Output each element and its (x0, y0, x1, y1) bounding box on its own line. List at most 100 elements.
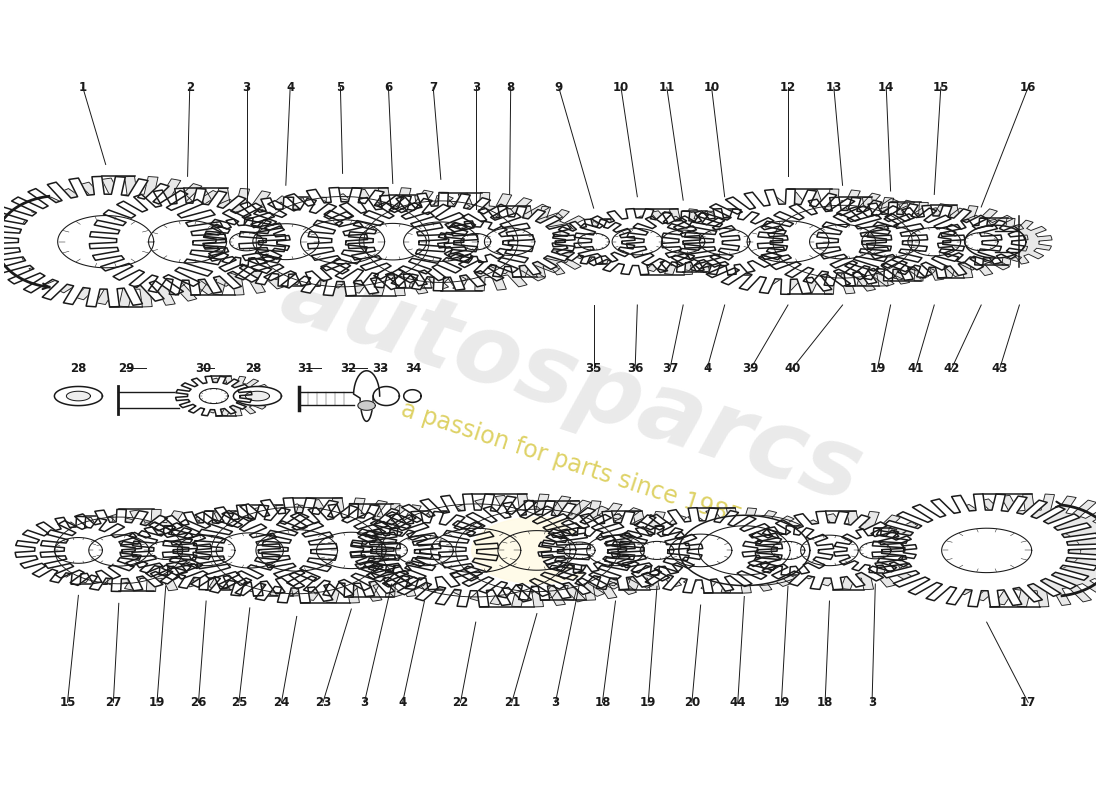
Polygon shape (343, 195, 513, 288)
Text: 24: 24 (273, 696, 289, 709)
Polygon shape (849, 528, 932, 573)
Text: 19: 19 (148, 696, 165, 709)
Polygon shape (444, 206, 575, 278)
Polygon shape (196, 376, 272, 416)
Text: 19: 19 (640, 696, 657, 709)
Polygon shape (742, 526, 834, 575)
Text: 4: 4 (703, 362, 712, 375)
Polygon shape (965, 226, 1026, 258)
Polygon shape (66, 391, 90, 401)
Polygon shape (705, 209, 832, 274)
Polygon shape (204, 218, 290, 266)
Text: 41: 41 (908, 362, 924, 375)
Polygon shape (552, 219, 635, 264)
Text: 13: 13 (826, 81, 842, 94)
Text: 32: 32 (340, 362, 356, 375)
Polygon shape (619, 508, 782, 593)
Text: 8: 8 (507, 81, 515, 94)
Text: 5: 5 (337, 81, 344, 94)
Text: 19: 19 (773, 696, 790, 709)
Polygon shape (350, 511, 498, 590)
Polygon shape (219, 218, 307, 266)
Text: 35: 35 (585, 362, 602, 375)
Polygon shape (631, 526, 723, 575)
Text: 3: 3 (361, 696, 368, 709)
Polygon shape (348, 193, 534, 290)
Polygon shape (679, 515, 810, 586)
Polygon shape (133, 188, 329, 295)
Text: 39: 39 (742, 362, 759, 375)
Polygon shape (690, 515, 821, 586)
Polygon shape (132, 511, 280, 590)
Text: 37: 37 (662, 362, 679, 375)
Polygon shape (538, 528, 620, 573)
Text: 12: 12 (780, 81, 796, 94)
Text: 27: 27 (106, 696, 121, 709)
Polygon shape (19, 176, 258, 307)
Polygon shape (618, 209, 745, 274)
Text: 33: 33 (373, 362, 389, 375)
Text: a passion for parts since 1985: a passion for parts since 1985 (398, 397, 746, 530)
Text: 36: 36 (627, 362, 644, 375)
Text: 28: 28 (245, 362, 262, 375)
Polygon shape (612, 526, 703, 575)
Polygon shape (233, 386, 282, 406)
Polygon shape (288, 187, 495, 296)
Text: 16: 16 (1020, 81, 1036, 94)
Polygon shape (373, 386, 399, 406)
Polygon shape (245, 391, 270, 401)
Polygon shape (439, 501, 635, 600)
Polygon shape (204, 197, 367, 286)
Polygon shape (657, 508, 821, 593)
Polygon shape (89, 188, 286, 295)
Polygon shape (262, 504, 441, 597)
Polygon shape (404, 390, 421, 402)
Text: 7: 7 (429, 81, 438, 94)
Polygon shape (574, 209, 701, 274)
Polygon shape (937, 218, 1025, 265)
Text: 18: 18 (594, 696, 610, 709)
Text: 30: 30 (195, 362, 211, 375)
Polygon shape (54, 386, 102, 406)
Text: 20: 20 (684, 696, 700, 709)
Polygon shape (965, 218, 1052, 265)
Text: 22: 22 (452, 696, 469, 709)
Polygon shape (201, 505, 376, 596)
Text: 28: 28 (70, 362, 87, 375)
Polygon shape (381, 511, 529, 590)
Text: 1: 1 (79, 81, 87, 94)
Text: 25: 25 (231, 696, 248, 709)
Polygon shape (416, 494, 645, 607)
Polygon shape (0, 176, 226, 307)
Polygon shape (365, 528, 449, 573)
Text: 10: 10 (613, 81, 629, 94)
Polygon shape (790, 198, 960, 286)
Polygon shape (661, 209, 788, 274)
Polygon shape (242, 498, 450, 603)
Polygon shape (358, 401, 375, 410)
Polygon shape (163, 511, 311, 590)
Text: 14: 14 (878, 81, 894, 94)
Polygon shape (140, 526, 231, 575)
Polygon shape (194, 498, 400, 603)
Text: 23: 23 (315, 696, 331, 709)
Text: 21: 21 (504, 696, 520, 709)
Polygon shape (834, 528, 916, 573)
Text: 11: 11 (659, 81, 675, 94)
Polygon shape (893, 206, 1028, 278)
Text: 40: 40 (784, 362, 801, 375)
Polygon shape (239, 187, 447, 296)
Polygon shape (43, 517, 169, 584)
Polygon shape (120, 526, 211, 575)
Text: 10: 10 (703, 81, 719, 94)
Text: 43: 43 (991, 362, 1008, 375)
Polygon shape (308, 195, 477, 288)
Polygon shape (816, 202, 965, 281)
Polygon shape (921, 494, 1100, 607)
Polygon shape (650, 211, 763, 272)
Polygon shape (762, 526, 854, 575)
Text: 17: 17 (1020, 696, 1036, 709)
Polygon shape (572, 219, 654, 264)
Polygon shape (867, 206, 1002, 278)
Text: 15: 15 (933, 81, 949, 94)
